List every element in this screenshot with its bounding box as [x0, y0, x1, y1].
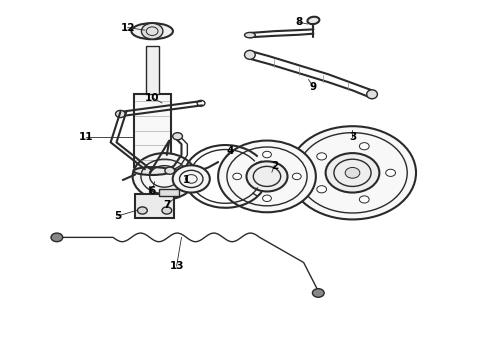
- Circle shape: [133, 153, 196, 200]
- Bar: [135, 194, 174, 218]
- Circle shape: [51, 233, 63, 242]
- Bar: [146, 45, 159, 94]
- Circle shape: [359, 196, 369, 203]
- Circle shape: [317, 153, 326, 160]
- Circle shape: [142, 23, 163, 39]
- Circle shape: [317, 186, 326, 193]
- Bar: [134, 94, 171, 167]
- Circle shape: [386, 169, 395, 176]
- Bar: [159, 189, 179, 196]
- Text: 13: 13: [170, 261, 184, 271]
- Text: 9: 9: [310, 82, 317, 92]
- Circle shape: [172, 165, 210, 193]
- Text: 2: 2: [270, 161, 278, 171]
- Circle shape: [345, 167, 360, 178]
- Ellipse shape: [307, 17, 319, 24]
- Circle shape: [218, 140, 316, 212]
- Circle shape: [116, 111, 125, 118]
- Circle shape: [246, 161, 288, 192]
- Text: 8: 8: [295, 17, 302, 27]
- Circle shape: [263, 151, 271, 158]
- Text: 3: 3: [349, 132, 356, 142]
- Circle shape: [165, 167, 174, 174]
- Circle shape: [293, 173, 301, 180]
- Circle shape: [326, 153, 379, 193]
- Circle shape: [263, 195, 271, 202]
- Circle shape: [313, 289, 324, 297]
- Text: 7: 7: [163, 200, 171, 210]
- Circle shape: [233, 173, 242, 180]
- Ellipse shape: [245, 50, 255, 59]
- Text: 11: 11: [79, 132, 94, 142]
- Ellipse shape: [245, 32, 255, 38]
- Text: 10: 10: [145, 93, 159, 103]
- Text: 1: 1: [183, 175, 190, 185]
- Circle shape: [172, 133, 182, 140]
- Text: 6: 6: [148, 186, 156, 196]
- Text: 12: 12: [121, 23, 135, 33]
- Circle shape: [162, 207, 172, 214]
- Circle shape: [359, 143, 369, 150]
- Circle shape: [289, 126, 416, 220]
- Ellipse shape: [367, 90, 377, 99]
- Circle shape: [138, 207, 147, 214]
- Ellipse shape: [131, 23, 173, 39]
- Text: 4: 4: [227, 146, 234, 156]
- Text: 5: 5: [114, 211, 122, 221]
- Ellipse shape: [134, 167, 171, 175]
